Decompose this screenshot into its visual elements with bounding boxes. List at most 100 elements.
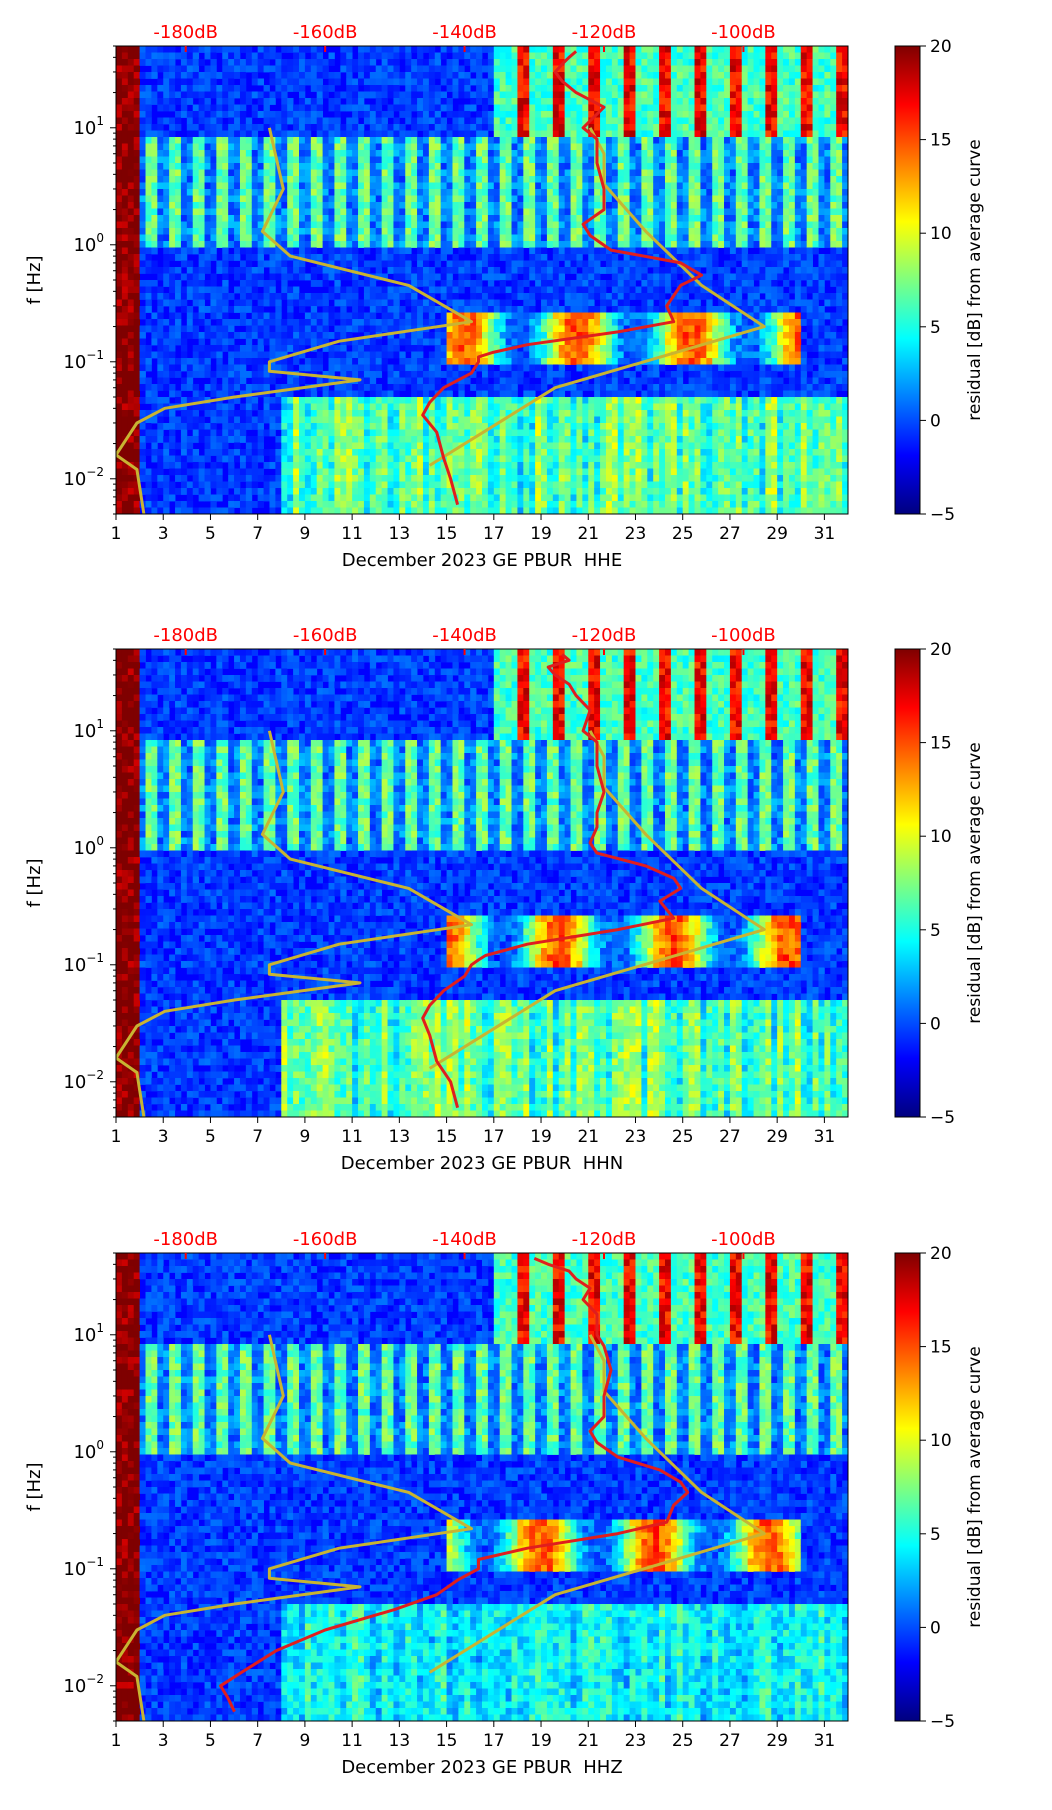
heatmap-cell: [287, 98, 293, 105]
heatmap-cell: [393, 157, 399, 164]
heatmap-cell: [452, 241, 458, 248]
heatmap-cell: [541, 176, 547, 183]
heatmap-cell: [140, 254, 146, 261]
heatmap-cell: [547, 371, 553, 378]
heatmap-cell: [358, 111, 364, 118]
heatmap-cell: [535, 319, 541, 326]
heatmap-cell: [275, 300, 281, 307]
heatmap-cell: [500, 287, 506, 294]
heatmap-cell: [488, 319, 494, 326]
heatmap-cell: [122, 150, 128, 157]
heatmap-cell: [134, 124, 140, 131]
heatmap-cell: [299, 144, 305, 151]
heatmap-cell: [370, 79, 376, 86]
heatmap-cell: [429, 287, 435, 294]
heatmap-cell: [476, 248, 482, 255]
heatmap-cell: [293, 495, 299, 502]
heatmap-cell: [411, 306, 417, 313]
heatmap-cell: [122, 274, 128, 281]
heatmap-cell: [447, 137, 453, 144]
heatmap-cell: [500, 170, 506, 177]
heatmap-cell: [512, 261, 518, 268]
heatmap-cell: [199, 150, 205, 157]
heatmap-cell: [175, 397, 181, 404]
heatmap-cell: [287, 430, 293, 437]
heatmap-cell: [299, 92, 305, 99]
heatmap-cell: [128, 384, 134, 391]
heatmap-cell: [228, 137, 234, 144]
heatmap-cell: [193, 202, 199, 209]
heatmap-cell: [482, 300, 488, 307]
heatmap-cell: [151, 339, 157, 346]
heatmap-cell: [500, 280, 506, 287]
heatmap-cell: [323, 306, 329, 313]
heatmap-cell: [252, 287, 258, 294]
heatmap-cell: [122, 261, 128, 268]
heatmap-cell: [393, 371, 399, 378]
heatmap-cell: [134, 53, 140, 60]
heatmap-cell: [128, 267, 134, 274]
heatmap-cell: [210, 183, 216, 190]
heatmap-cell: [405, 111, 411, 118]
heatmap-cell: [305, 300, 311, 307]
heatmap-cell: [122, 300, 128, 307]
heatmap-cell: [305, 332, 311, 339]
heatmap-cell: [529, 150, 535, 157]
heatmap-cell: [323, 495, 329, 502]
heatmap-cell: [358, 508, 364, 515]
heatmap-cell: [222, 157, 228, 164]
heatmap-cell: [494, 313, 500, 320]
heatmap-cell: [464, 345, 470, 352]
heatmap-cell: [376, 222, 382, 229]
heatmap-cell: [541, 228, 547, 235]
heatmap-cell: [529, 475, 535, 482]
heatmap-cell: [393, 430, 399, 437]
heatmap-cell: [151, 326, 157, 333]
heatmap-cell: [411, 339, 417, 346]
heatmap-cell: [523, 378, 529, 385]
heatmap-cell: [128, 59, 134, 66]
heatmap-cell: [435, 417, 441, 424]
heatmap-cell: [464, 215, 470, 222]
heatmap-cell: [157, 300, 163, 307]
heatmap-cell: [163, 131, 169, 138]
heatmap-cell: [553, 53, 559, 60]
heatmap-cell: [441, 313, 447, 320]
heatmap-cell: [346, 183, 352, 190]
heatmap-cell: [553, 508, 559, 515]
heatmap-cell: [352, 92, 358, 99]
heatmap-cell: [393, 144, 399, 151]
heatmap-cell: [346, 189, 352, 196]
heatmap-cell: [512, 46, 518, 53]
heatmap-cell: [512, 456, 518, 463]
heatmap-cell: [222, 345, 228, 352]
heatmap-cell: [323, 137, 329, 144]
heatmap-cell: [234, 209, 240, 216]
heatmap-cell: [151, 228, 157, 235]
heatmap-cell: [222, 391, 228, 398]
heatmap-cell: [364, 443, 370, 450]
heatmap-cell: [500, 456, 506, 463]
heatmap-cell: [482, 183, 488, 190]
heatmap-cell: [517, 475, 523, 482]
heatmap-cell: [494, 137, 500, 144]
heatmap-cell: [122, 469, 128, 476]
heatmap-cell: [323, 170, 329, 177]
heatmap-cell: [376, 157, 382, 164]
heatmap-cell: [553, 144, 559, 151]
heatmap-cell: [523, 326, 529, 333]
heatmap-cell: [547, 59, 553, 66]
heatmap-cell: [264, 404, 270, 411]
heatmap-cell: [269, 495, 275, 502]
heatmap-cell: [210, 436, 216, 443]
heatmap-cell: [163, 137, 169, 144]
heatmap-cell: [205, 248, 211, 255]
heatmap-cell: [181, 170, 187, 177]
heatmap-cell: [252, 501, 258, 508]
heatmap-cell: [523, 267, 529, 274]
heatmap-cell: [547, 462, 553, 469]
heatmap-cell: [476, 222, 482, 229]
heatmap-cell: [376, 462, 382, 469]
heatmap-cell: [157, 274, 163, 281]
heatmap-cell: [205, 215, 211, 222]
